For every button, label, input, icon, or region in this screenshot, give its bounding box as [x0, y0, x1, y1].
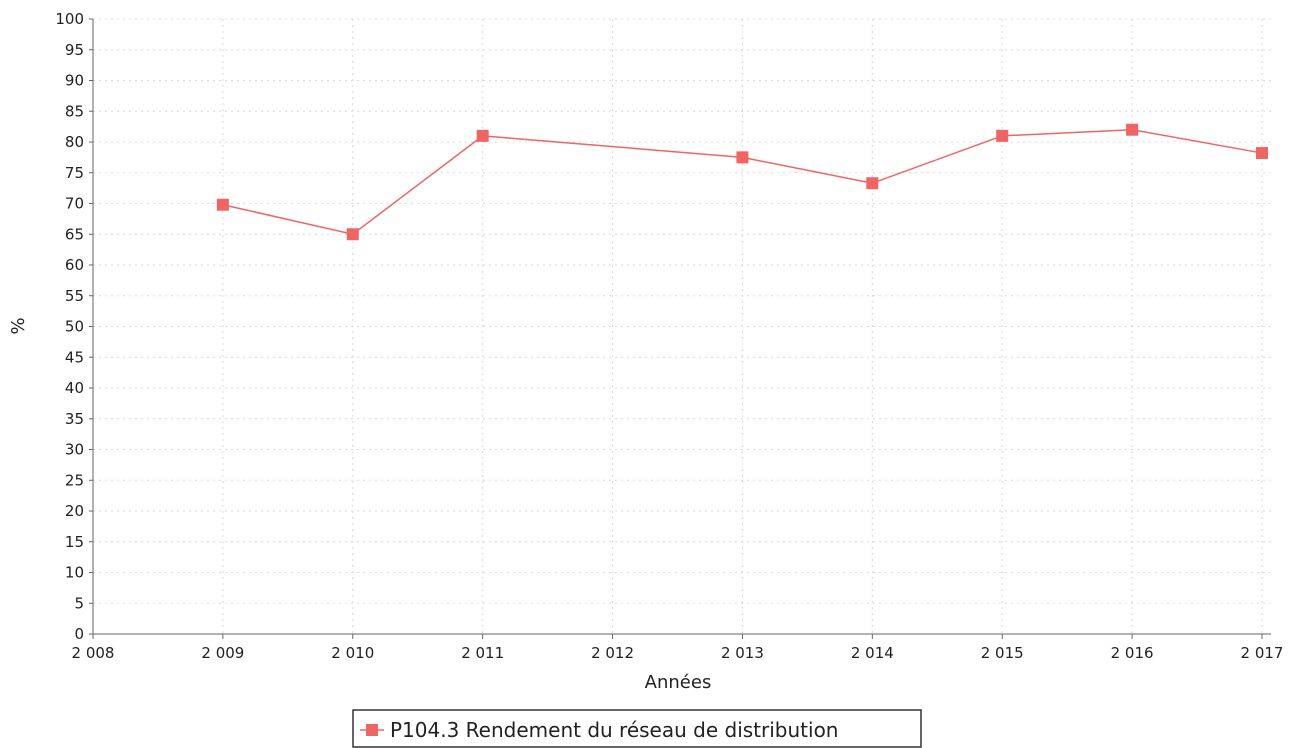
x-tick-label: 2 013: [721, 644, 764, 662]
x-tick-label: 2 017: [1241, 644, 1284, 662]
y-tick-label: 20: [65, 502, 84, 520]
y-tick-label: 70: [65, 195, 84, 213]
series-line: [222, 128, 1263, 236]
data-point-marker: [1256, 147, 1268, 160]
y-tick-label: 25: [65, 471, 84, 489]
y-tick-label: 10: [65, 564, 84, 582]
x-tick-label: 2 016: [1111, 644, 1154, 662]
x-tick-label: 2 008: [72, 644, 115, 662]
legend-series-marker: [366, 724, 378, 736]
y-tick-label: 85: [65, 102, 84, 120]
y-tick-label: 65: [65, 225, 84, 243]
legend: P104.3 Rendement du réseau de distributi…: [352, 709, 922, 748]
legend-box: [352, 709, 922, 748]
data-point-marker: [736, 151, 749, 164]
x-axis-title: Années: [645, 672, 712, 693]
data-point-marker: [216, 198, 229, 211]
y-tick-label: 80: [65, 133, 84, 151]
y-tick-label: 75: [65, 164, 84, 182]
data-point-marker: [866, 177, 879, 190]
y-tick-label: 50: [65, 318, 84, 336]
y-tick-label: 45: [65, 348, 84, 366]
x-tick-label: 2 010: [331, 644, 374, 662]
y-tick-label: 35: [65, 410, 84, 428]
y-tick-label: 40: [65, 379, 84, 397]
data-point-marker: [476, 129, 489, 142]
y-tick-label: 55: [65, 287, 84, 305]
y-tick-label: 95: [65, 41, 84, 59]
y-tick-label: 30: [65, 441, 84, 459]
y-tick-label: 5: [74, 594, 84, 612]
series-layer: [216, 123, 1268, 241]
x-tick-label: 2 009: [201, 644, 244, 662]
data-point-marker: [996, 129, 1009, 142]
y-tick-label: 90: [65, 72, 84, 90]
data-point-marker: [346, 228, 359, 241]
x-tick-label: 2 014: [851, 644, 894, 662]
axes: 0 5 10 15 20 25 30 35 40 45 50 55 60 65 70 75 80 85 90 95 10…: [55, 10, 1283, 662]
x-tick-label: 2 012: [591, 644, 634, 662]
x-tick-label: 2 015: [981, 644, 1024, 662]
y-tick-label: 15: [65, 533, 84, 551]
legend-series-label: P104.3 Rendement du réseau de distributi…: [390, 718, 838, 742]
y-tick-label: 100: [55, 10, 84, 28]
y-tick-label: 0: [74, 625, 84, 643]
data-point-marker: [1126, 123, 1139, 136]
y-axis-title: %: [8, 317, 29, 334]
y-tick-label: 60: [65, 256, 84, 274]
x-tick-label: 2 011: [461, 644, 504, 662]
